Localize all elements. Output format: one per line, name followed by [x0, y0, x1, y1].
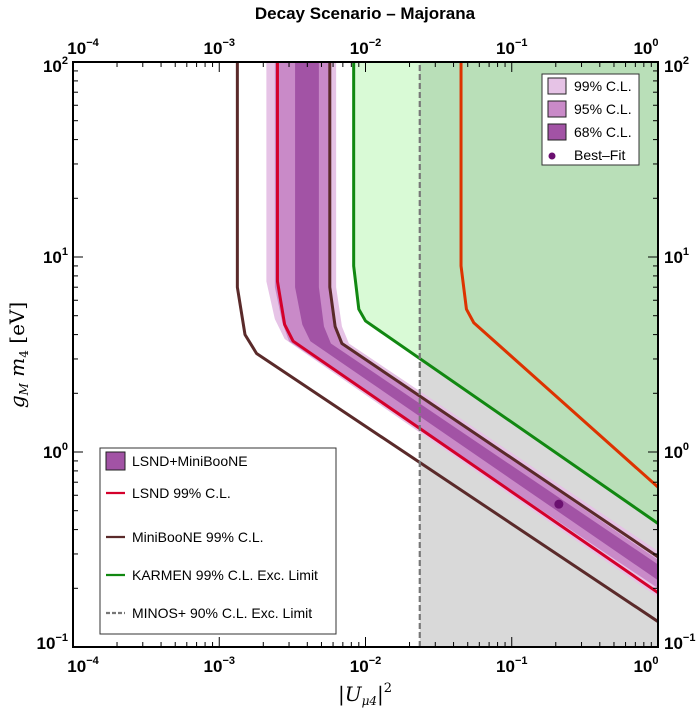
series-line-3 — [352, 62, 658, 525]
x-tick-label-top: 10−1 — [496, 37, 527, 58]
x-tick-label-top: 100 — [633, 37, 658, 58]
series-line-0 — [275, 62, 658, 594]
y-tick-label-left: 10−1 — [37, 632, 68, 653]
legend-cl-label: 99% C.L. — [574, 78, 632, 94]
legend-main-label: MiniBooNE 99% C.L. — [132, 529, 264, 545]
legend-main-label: KARMEN 99% C.L. Exc. Limit — [132, 567, 318, 583]
legend-main-label: LSND 99% C.L. — [132, 485, 231, 501]
x-tick-label-bottom: 100 — [633, 655, 658, 676]
y-axis-label: gM m4 [eV] — [5, 302, 31, 408]
x-tick-label-bottom: 10−2 — [350, 655, 381, 676]
y-tick-label-right: 100 — [664, 441, 689, 462]
legend-main-label: MINOS+ 90% C.L. Exc. Limit — [132, 605, 312, 621]
y-tick-label-right: 102 — [664, 55, 689, 76]
axes-frame — [72, 61, 659, 648]
legend-cl-swatch — [547, 123, 567, 141]
karmen-minos-overlap-region — [419, 62, 658, 524]
plot-area — [235, 62, 658, 647]
legend-confidence-levels: 99% C.L. 95% C.L. 68% C.L. Best–Fit — [541, 73, 640, 166]
best-fit-point — [554, 499, 564, 509]
legend-cl-label: Best–Fit — [574, 147, 625, 163]
legend-cl-swatch — [547, 77, 567, 95]
y-tick-label-left: 100 — [43, 441, 68, 462]
series-line-2 — [328, 62, 658, 559]
series-line-4 — [459, 62, 658, 489]
x-tick-label-top: 10−4 — [67, 37, 99, 58]
legend-best-fit-marker — [548, 152, 556, 160]
x-tick-label-top: 10−2 — [350, 37, 381, 58]
legend-main-swatch — [105, 451, 126, 471]
y-tick-label-right: 10−1 — [664, 632, 695, 653]
y-tick-label-left: 101 — [43, 246, 68, 267]
x-tick-label-bottom: 10−3 — [204, 655, 235, 676]
legend-cl-label: 95% C.L. — [574, 101, 632, 117]
legend-main-box — [99, 447, 337, 635]
x-tick-label-bottom: 10−1 — [496, 655, 527, 676]
tick-labels: 10−4 10−4 10−3 10−3 10−2 10−2 10−1 10−1 100 100 10… — [37, 37, 696, 676]
x-tick-label-bottom: 10−4 — [67, 655, 99, 676]
x-tick-label-top: 10−3 — [204, 37, 235, 58]
legend-main-label: LSND+MiniBooNE — [132, 453, 248, 469]
legend-cl-swatch — [547, 100, 567, 118]
series-line-1 — [235, 62, 658, 623]
x-axis-label: |Uμ4|2 — [338, 681, 392, 708]
y-tick-label-left: 102 — [43, 55, 68, 76]
chart-title: Decay Scenario – Majorana — [255, 4, 476, 23]
y-tick-label-right: 101 — [664, 246, 689, 267]
legend-main: LSND+MiniBooNE LSND 99% C.L. MiniBooNE 99%… — [99, 447, 337, 635]
legend-cl-label: 68% C.L. — [574, 124, 632, 140]
